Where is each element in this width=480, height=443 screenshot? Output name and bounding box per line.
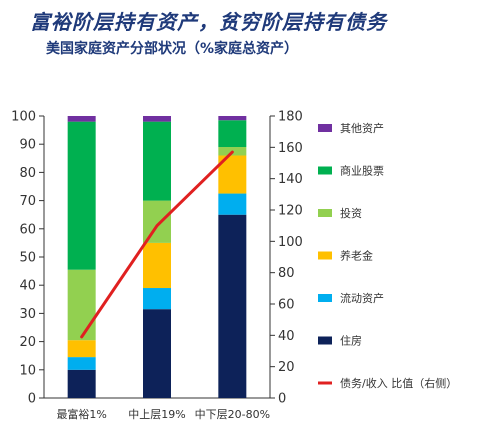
debt-income-ratio-line — [80, 150, 234, 339]
bar-segment — [67, 369, 96, 398]
bar-segment — [67, 269, 96, 341]
bar-segment — [218, 214, 247, 398]
right-axis-tick-label: 160 — [278, 141, 303, 156]
bar-segment — [218, 116, 247, 121]
left-axis-tick-label: 30 — [19, 307, 36, 322]
ratio-line-group — [80, 150, 234, 339]
category-label: 中上层19% — [128, 408, 185, 421]
legend-label: 商业股票 — [340, 164, 384, 178]
legend-swatch — [318, 124, 332, 132]
right-axis-tick-label: 20 — [278, 360, 295, 375]
left-axis-tick-label: 20 — [19, 335, 36, 350]
left-axis-tick-label: 0 — [28, 392, 36, 407]
left-axis-tick-label: 40 — [19, 279, 36, 294]
legend-label: 投资 — [340, 206, 362, 220]
left-axis-tick-label: 100 — [11, 110, 36, 125]
chart-subtitle: 美国家庭资产分部状况（%家庭总资产） — [46, 41, 299, 57]
legend-swatch — [318, 294, 332, 302]
bar-segment — [143, 288, 171, 310]
legend-label: 其他资产 — [340, 121, 384, 135]
left-axis-tick-label: 60 — [19, 222, 36, 237]
left-axis-tick-label: 90 — [19, 138, 36, 153]
right-axis-tick-label: 80 — [278, 266, 295, 281]
right-axis-tick-label: 120 — [278, 204, 303, 219]
left-axis-tick-label: 10 — [19, 363, 36, 378]
right-axis-tick-label: 0 — [278, 392, 286, 407]
category-label: 中下层20-80% — [195, 408, 270, 421]
left-axis-tick-label: 70 — [19, 194, 36, 209]
legend-swatch — [318, 166, 332, 175]
right-axis-tick-label: 180 — [278, 110, 303, 125]
bar-segment — [143, 116, 171, 122]
bar-segment — [143, 309, 171, 398]
right-axis-tick-label: 100 — [278, 235, 303, 250]
right-axis-tick-label: 40 — [278, 329, 295, 344]
legend-swatch — [318, 209, 332, 217]
left-axis-tick-label: 50 — [19, 251, 36, 266]
bar-segment — [67, 121, 96, 270]
legend-label: 流动资产 — [340, 291, 384, 305]
bar-segment — [67, 116, 96, 122]
bar-segment — [218, 120, 247, 148]
right-axis-tick-label: 140 — [278, 172, 303, 187]
legend-label: 住房 — [340, 334, 362, 348]
chart-title: 富裕阶层持有资产，贫穷阶层持有债务 — [30, 10, 387, 34]
legend-swatch — [318, 251, 332, 260]
left-axis-tick-label: 80 — [19, 166, 36, 181]
axes-group: 0 10 20 30 40 50 60 70 80 90 100 0 20 40 60 80 100 120 140… — [11, 110, 303, 422]
bar-segment — [67, 357, 96, 370]
bar-segment — [143, 242, 171, 289]
legend-label: 养老金 — [340, 249, 373, 263]
bar-segment — [67, 340, 96, 358]
legend-swatch — [318, 336, 332, 345]
category-label: 最富裕1% — [56, 407, 106, 421]
bars-group — [67, 116, 247, 398]
bar-segment — [218, 193, 247, 215]
right-axis-tick-label: 60 — [278, 298, 295, 313]
bar-segment — [143, 200, 171, 243]
legend-label: 债务/收入 比值（右侧） — [340, 376, 457, 390]
bar-segment — [143, 121, 171, 201]
